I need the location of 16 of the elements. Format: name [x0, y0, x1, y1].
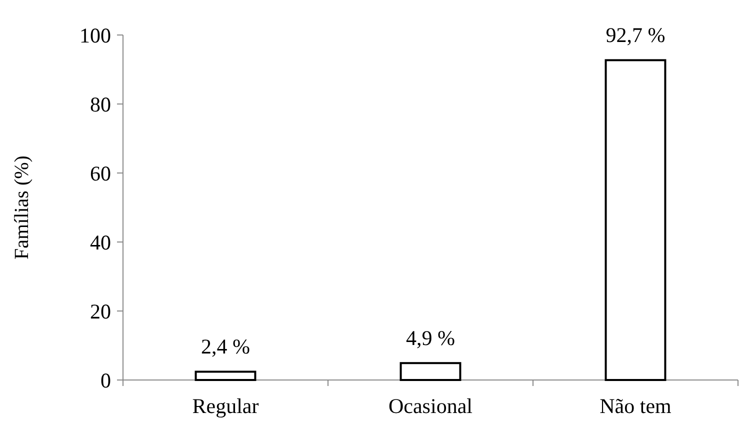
bar: [194, 370, 256, 381]
x-tick-label: Não tem: [600, 394, 672, 418]
y-tick-label: 80: [90, 92, 111, 116]
y-tick-label: 60: [90, 161, 111, 186]
bar: [604, 59, 666, 381]
y-tick-label: 0: [100, 368, 111, 392]
y-axis-title: Famílias (%): [11, 156, 33, 260]
bar: [400, 362, 462, 381]
y-tick-label: 20: [90, 299, 111, 324]
y-tick-label: 40: [90, 230, 111, 254]
data-label: 92,7 %: [606, 23, 666, 48]
y-tick-label: 100: [80, 23, 111, 48]
data-label: 2,4 %: [201, 334, 250, 359]
data-label: 4,9 %: [406, 326, 455, 350]
x-tick-label: Regular: [192, 394, 259, 418]
x-tick-label: Ocasional: [388, 394, 473, 418]
